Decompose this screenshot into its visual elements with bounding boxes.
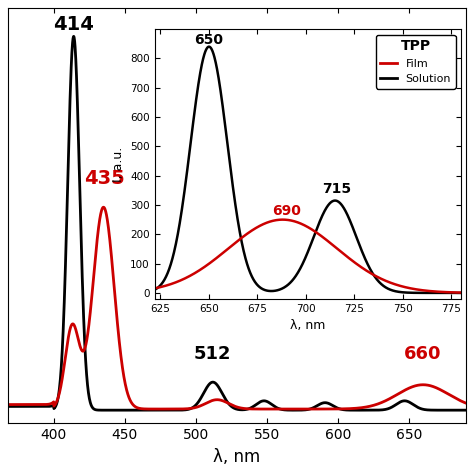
Text: 435: 435 — [84, 169, 125, 188]
Text: 660: 660 — [404, 346, 442, 364]
X-axis label: λ, nm: λ, nm — [213, 447, 261, 465]
Text: 414: 414 — [53, 16, 94, 35]
Text: 512: 512 — [194, 346, 232, 364]
